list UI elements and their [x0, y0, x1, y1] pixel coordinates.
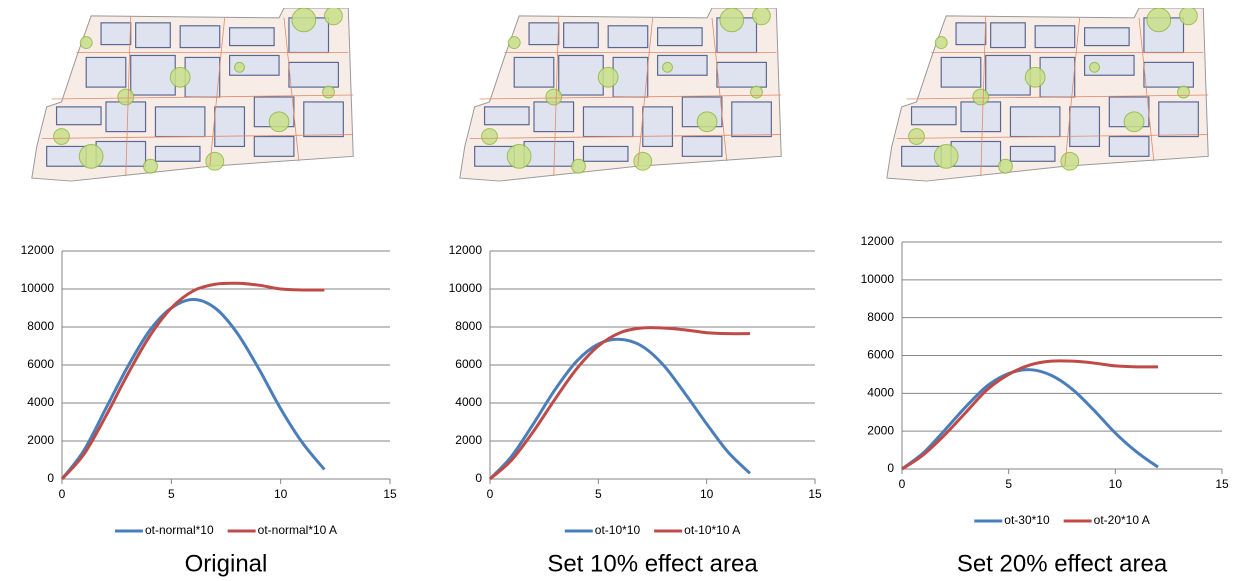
- y-tick-label: 8000: [867, 310, 894, 324]
- series-line: [488, 337, 752, 481]
- y-tick-label: 2000: [867, 423, 894, 437]
- y-tick-label: 4000: [867, 386, 894, 400]
- y-tick-label: 4000: [455, 395, 482, 409]
- map-20pct: [886, 8, 1209, 182]
- x-tick-label: 5: [595, 487, 602, 501]
- x-tick-label: 15: [1215, 477, 1229, 491]
- y-tick-label: 8000: [455, 319, 482, 333]
- y-tick-label: 10000: [861, 272, 895, 286]
- y-tick-label: 10000: [449, 281, 483, 295]
- series-line: [901, 359, 1159, 471]
- series-line: [60, 281, 325, 481]
- y-tick-label: 6000: [455, 357, 482, 371]
- x-tick-label: 0: [899, 477, 906, 491]
- y-tick-label: 12000: [861, 234, 895, 248]
- legend-label: ot-10*10 A: [684, 523, 740, 537]
- y-tick-label: 2000: [27, 433, 54, 447]
- x-tick-label: 5: [168, 487, 175, 501]
- x-tick-label: 5: [1005, 477, 1012, 491]
- legend-label: ot-normal*10 A: [258, 523, 337, 537]
- caption: Original: [185, 550, 268, 577]
- y-tick-label: 0: [475, 471, 482, 485]
- x-tick-label: 0: [59, 487, 66, 501]
- x-tick-label: 0: [487, 487, 494, 501]
- y-tick-label: 0: [47, 471, 54, 485]
- map-10pct: [459, 8, 782, 182]
- series-line: [901, 368, 1159, 471]
- x-tick-label: 10: [274, 487, 288, 501]
- x-tick-label: 15: [383, 487, 397, 501]
- legend: ot-normal*10 ot-normal*10 A: [114, 523, 337, 537]
- y-tick-label: 8000: [27, 319, 54, 333]
- caption: Set 10% effect area: [547, 550, 758, 577]
- series-line: [60, 297, 326, 480]
- legend: ot-10*10 ot-10*10 A: [564, 523, 740, 537]
- legend-label: ot-20*10 A: [1094, 513, 1150, 527]
- x-tick-label: 15: [808, 487, 822, 501]
- y-tick-label: 6000: [867, 348, 894, 362]
- y-tick-label: 10000: [21, 281, 55, 295]
- legend-label: ot-30*10: [1004, 513, 1050, 527]
- y-tick-label: 12000: [449, 243, 483, 257]
- caption: Set 20% effect area: [957, 550, 1168, 577]
- map-original: [31, 8, 354, 182]
- y-tick-label: 6000: [27, 357, 54, 371]
- legend-label: ot-10*10: [595, 523, 641, 537]
- legend-label: ot-normal*10: [145, 523, 214, 537]
- y-tick-label: 0: [887, 461, 894, 475]
- y-tick-label: 2000: [455, 433, 482, 447]
- series-line: [489, 326, 751, 481]
- y-tick-label: 12000: [21, 243, 55, 257]
- legend: ot-30*10 ot-20*10 A: [974, 513, 1150, 527]
- x-tick-label: 10: [1109, 477, 1123, 491]
- x-tick-label: 10: [700, 487, 714, 501]
- y-tick-label: 4000: [27, 395, 54, 409]
